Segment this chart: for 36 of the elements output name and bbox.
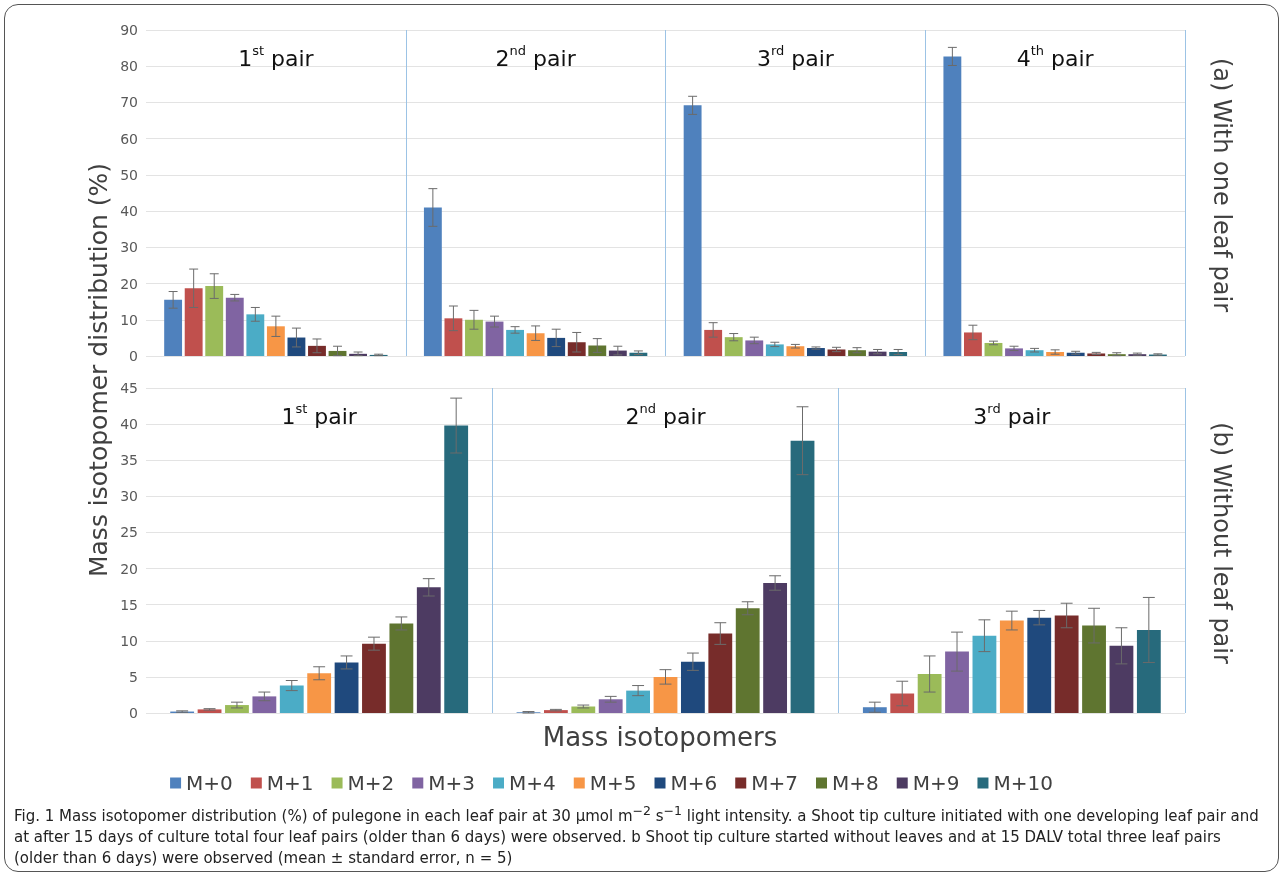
y-tick-label: 25 <box>120 524 138 541</box>
legend-label: M+8 <box>831 771 879 795</box>
legend-label: M+6 <box>670 771 718 795</box>
y-tick-label: 0 <box>129 705 138 721</box>
x-axis-title: Mass isotopomers <box>542 722 778 752</box>
legend-label: M+7 <box>751 771 798 795</box>
y-tick-label: 90 <box>120 22 138 38</box>
y-tick-label: 40 <box>120 416 138 433</box>
y-tick-label: 30 <box>120 239 138 256</box>
legend-label: M+1 <box>266 771 314 795</box>
y-tick-label: 15 <box>120 596 138 613</box>
y-tick-label: 50 <box>120 166 138 183</box>
y-tick-label: 70 <box>120 94 138 111</box>
legend-label: M+10 <box>993 771 1053 795</box>
y-tick-label: 5 <box>129 668 138 685</box>
legend-label: M+9 <box>912 771 960 795</box>
legend-label: M+0 <box>186 771 233 795</box>
y-tick-label: 20 <box>120 275 138 292</box>
y-tick-label: 0 <box>129 348 138 364</box>
y-axis-title: Mass isotopomer distribution (%) <box>83 162 113 578</box>
y-tick-label: 45 <box>120 380 138 396</box>
y-tick-label: 30 <box>120 488 138 505</box>
y-tick-label: 40 <box>120 203 138 220</box>
y-tick-label: 80 <box>120 58 138 75</box>
y-tick-label: 10 <box>120 632 138 649</box>
legend-label: M+5 <box>589 771 637 795</box>
text: (b) Without leaf pair <box>1208 421 1236 664</box>
y-tick-label: 60 <box>120 130 138 147</box>
caption: Fig. 1 Mass isotopomer distribution (%) of pulegone in each leaf pair at 30 μmol m$^{−2}$ s$^{−1}$ light intensity. a Shoot tip culture initiated with one developing leaf pair and at after 15 days of culture total four leaf pairs (older than 6 days) were observed. b Shoot tip culture started without leaves and at 15 DALV total three leaf pairs (older than 6 days) were observed (mean ± standard error, n = 5) <box>14 802 1260 869</box>
legend-label: M+3 <box>428 771 476 795</box>
legend-label: M+2 <box>347 771 395 795</box>
y-tick-label: 20 <box>120 560 138 577</box>
legend-label: M+4 <box>509 771 556 795</box>
y-tick-label: 35 <box>120 452 138 469</box>
text: (a) With one leaf pair <box>1208 57 1236 313</box>
y-tick-label: 10 <box>120 311 138 328</box>
